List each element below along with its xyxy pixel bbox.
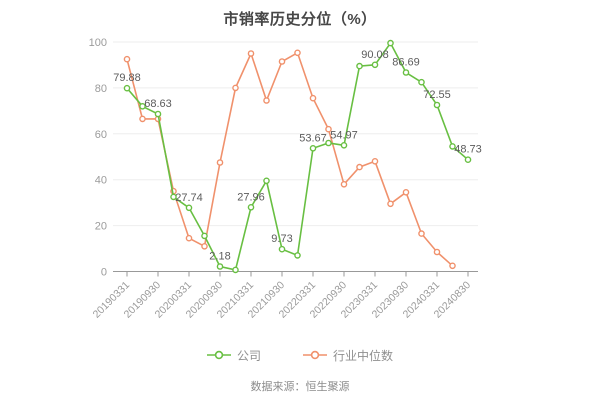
y-axis-tick-label: 60 (95, 129, 107, 141)
legend-label-industry-median: 行业中位数 (333, 348, 394, 363)
data-point-marker (402, 69, 410, 76)
data-point-marker (139, 103, 146, 110)
data-point-marker (263, 97, 270, 104)
point-value-label: 54.97 (330, 129, 358, 141)
point-value-label: 27.96 (237, 191, 265, 203)
y-axis-tick-label: 20 (95, 221, 107, 233)
point-value-label: 9.73 (271, 233, 292, 245)
data-point-marker (433, 101, 441, 109)
legend-label-company: 公司 (236, 348, 261, 363)
data-point-marker (418, 78, 425, 86)
data-point-marker (371, 157, 379, 165)
data-point-marker (340, 180, 348, 188)
y-axis-tick-label: 80 (95, 83, 107, 95)
data-point-marker (294, 252, 301, 259)
data-point-marker (309, 94, 317, 102)
data-point-marker (123, 84, 131, 92)
data-point-marker (139, 115, 146, 123)
company-line-marker-icon (206, 350, 231, 360)
data-point-marker (216, 263, 224, 270)
data-point-marker (170, 193, 177, 201)
point-value-label: 79.88 (113, 72, 141, 84)
data-point-marker (340, 141, 348, 149)
data-point-marker (185, 234, 193, 242)
data-point-marker (387, 200, 394, 208)
data-point-marker (325, 125, 332, 133)
data-point-marker (325, 139, 332, 147)
data-point-marker (356, 163, 363, 171)
data-point-marker (309, 144, 317, 152)
point-value-label: 90.08 (361, 49, 389, 61)
data-point-marker (356, 62, 363, 70)
data-source-note: 数据来源：恒生聚源 (250, 381, 350, 393)
point-value-label: 86.69 (392, 57, 420, 69)
chart-plot-area: 0204060801002019033120190930202003312020… (89, 37, 482, 321)
data-point-marker (449, 143, 456, 150)
series-line-industry-median (126, 51, 454, 267)
point-value-label: 27.74 (175, 192, 203, 204)
data-point-marker (464, 156, 472, 163)
data-point-marker (201, 242, 208, 250)
chart-title: 市销率历史分位（%） (223, 11, 377, 28)
data-point-marker (294, 49, 301, 57)
data-point-marker (123, 55, 131, 63)
series-line-company (126, 41, 469, 271)
data-point-marker (278, 58, 286, 65)
y-axis-tick-label: 100 (89, 37, 107, 49)
data-point-marker (402, 188, 410, 196)
data-point-marker (263, 177, 270, 185)
y-axis-tick-label: 0 (101, 267, 107, 279)
point-value-label: 2.18 (209, 251, 230, 263)
point-value-label: 48.73 (454, 144, 482, 156)
chart-legend: 公司 行业中位数 (0, 347, 600, 363)
y-axis-tick-label: 40 (95, 175, 107, 187)
data-point-marker (449, 262, 456, 270)
data-point-marker (247, 50, 255, 57)
data-point-marker (433, 248, 441, 256)
point-value-label: 68.63 (144, 98, 172, 110)
point-value-label: 72.55 (423, 89, 451, 101)
data-point-marker (232, 266, 239, 274)
data-point-marker (185, 204, 193, 212)
data-point-marker (154, 110, 162, 118)
data-point-marker (247, 203, 255, 211)
point-value-label: 53.67 (299, 132, 327, 144)
legend-item-industry-median[interactable]: 行业中位数 (303, 347, 393, 364)
industry-line-marker-icon (303, 350, 327, 360)
legend-item-company[interactable]: 公司 (206, 347, 261, 364)
data-point-marker (232, 84, 239, 92)
data-point-marker (418, 230, 425, 237)
data-point-marker (216, 159, 224, 166)
data-point-marker (387, 39, 394, 47)
data-point-marker (201, 232, 208, 240)
data-point-marker (278, 245, 286, 253)
data-point-marker (371, 61, 379, 69)
